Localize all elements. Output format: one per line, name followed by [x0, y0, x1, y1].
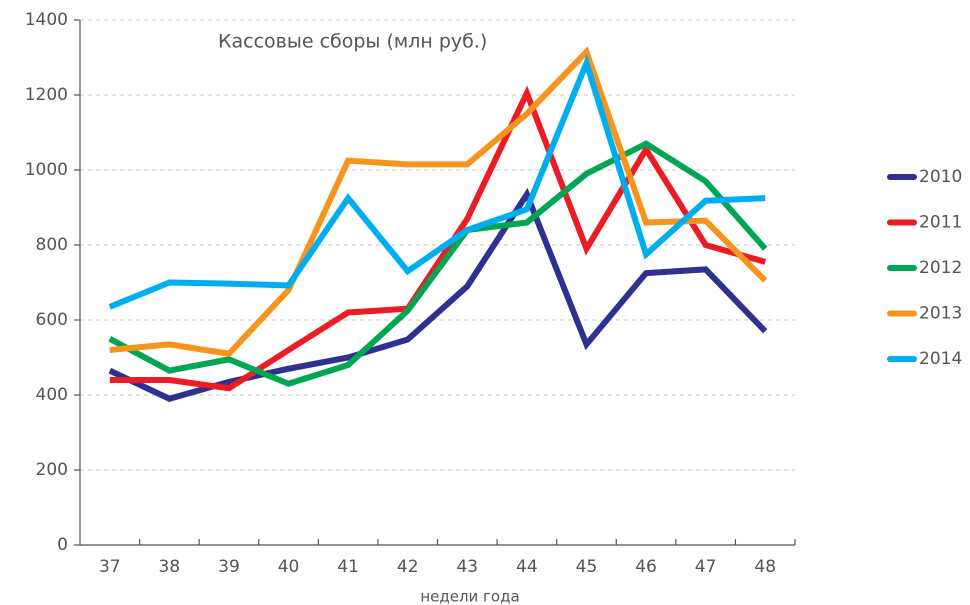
x-tick-label: 45	[576, 557, 598, 577]
chart-title: Кассовые сборы (млн руб.)	[218, 31, 487, 53]
x-tick-label: 40	[278, 557, 300, 577]
y-tick-label: 0	[57, 535, 68, 555]
y-tick-label: 1200	[25, 85, 68, 105]
series-line	[109, 46, 768, 357]
y-tick-label: 600	[36, 310, 68, 330]
legend-label: 2014	[919, 349, 962, 369]
legend-label: 2013	[919, 304, 962, 324]
x-axis-label: недели года	[420, 588, 519, 605]
legend-label: 2012	[919, 258, 962, 278]
x-tick-label: 46	[635, 557, 657, 577]
x-tick-label: 42	[397, 557, 419, 577]
x-tick-label: 47	[695, 557, 717, 577]
series-line	[108, 187, 768, 402]
x-tick-label: 44	[516, 557, 538, 577]
y-tick-label: 1400	[25, 10, 68, 30]
y-tick-label: 1000	[25, 160, 68, 180]
x-tick-label: 38	[159, 557, 181, 577]
legend-label: 2010	[919, 167, 962, 187]
series-line	[108, 140, 768, 387]
x-tick-label: 48	[754, 557, 776, 577]
x-tick-label: 37	[99, 557, 121, 577]
y-tick-label: 200	[36, 460, 68, 480]
series-line	[109, 85, 767, 392]
y-tick-label: 400	[36, 385, 68, 405]
legend-label: 2011	[919, 213, 962, 233]
x-tick-label: 39	[218, 557, 240, 577]
series-line	[108, 54, 766, 310]
x-tick-label: 43	[456, 557, 478, 577]
x-tick-label: 41	[337, 557, 359, 577]
y-tick-label: 800	[36, 235, 68, 255]
